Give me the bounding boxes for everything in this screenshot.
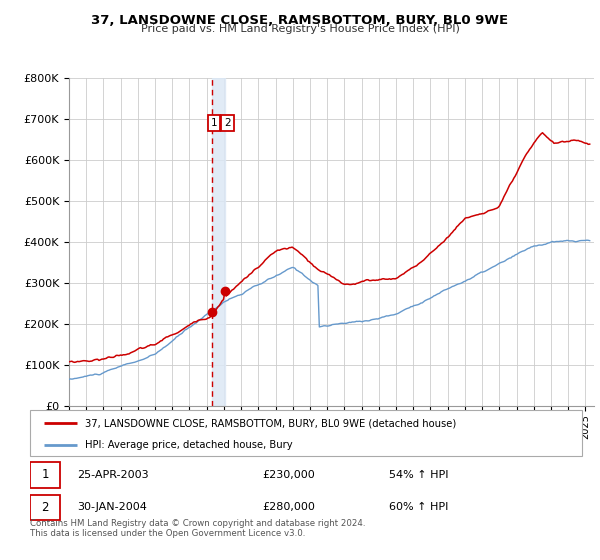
Text: 37, LANSDOWNE CLOSE, RAMSBOTTOM, BURY, BL0 9WE (detached house): 37, LANSDOWNE CLOSE, RAMSBOTTOM, BURY, B…: [85, 418, 457, 428]
Text: £230,000: £230,000: [262, 470, 314, 480]
Text: Contains HM Land Registry data © Crown copyright and database right 2024.: Contains HM Land Registry data © Crown c…: [30, 520, 365, 529]
Text: £280,000: £280,000: [262, 502, 315, 512]
FancyBboxPatch shape: [30, 495, 61, 520]
Text: This data is licensed under the Open Government Licence v3.0.: This data is licensed under the Open Gov…: [30, 529, 305, 538]
FancyBboxPatch shape: [30, 462, 61, 488]
Text: Price paid vs. HM Land Registry's House Price Index (HPI): Price paid vs. HM Land Registry's House …: [140, 24, 460, 34]
Text: 60% ↑ HPI: 60% ↑ HPI: [389, 502, 448, 512]
Text: 25-APR-2003: 25-APR-2003: [77, 470, 149, 480]
FancyBboxPatch shape: [30, 410, 582, 456]
Text: 1: 1: [211, 118, 217, 128]
Text: 37, LANSDOWNE CLOSE, RAMSBOTTOM, BURY, BL0 9WE: 37, LANSDOWNE CLOSE, RAMSBOTTOM, BURY, B…: [91, 14, 509, 27]
Text: 54% ↑ HPI: 54% ↑ HPI: [389, 470, 448, 480]
Bar: [212, 78, 225, 406]
Text: HPI: Average price, detached house, Bury: HPI: Average price, detached house, Bury: [85, 440, 293, 450]
Text: 2: 2: [224, 118, 230, 128]
Text: 1: 1: [41, 468, 49, 482]
Text: 30-JAN-2004: 30-JAN-2004: [77, 502, 147, 512]
Text: 2: 2: [41, 501, 49, 514]
